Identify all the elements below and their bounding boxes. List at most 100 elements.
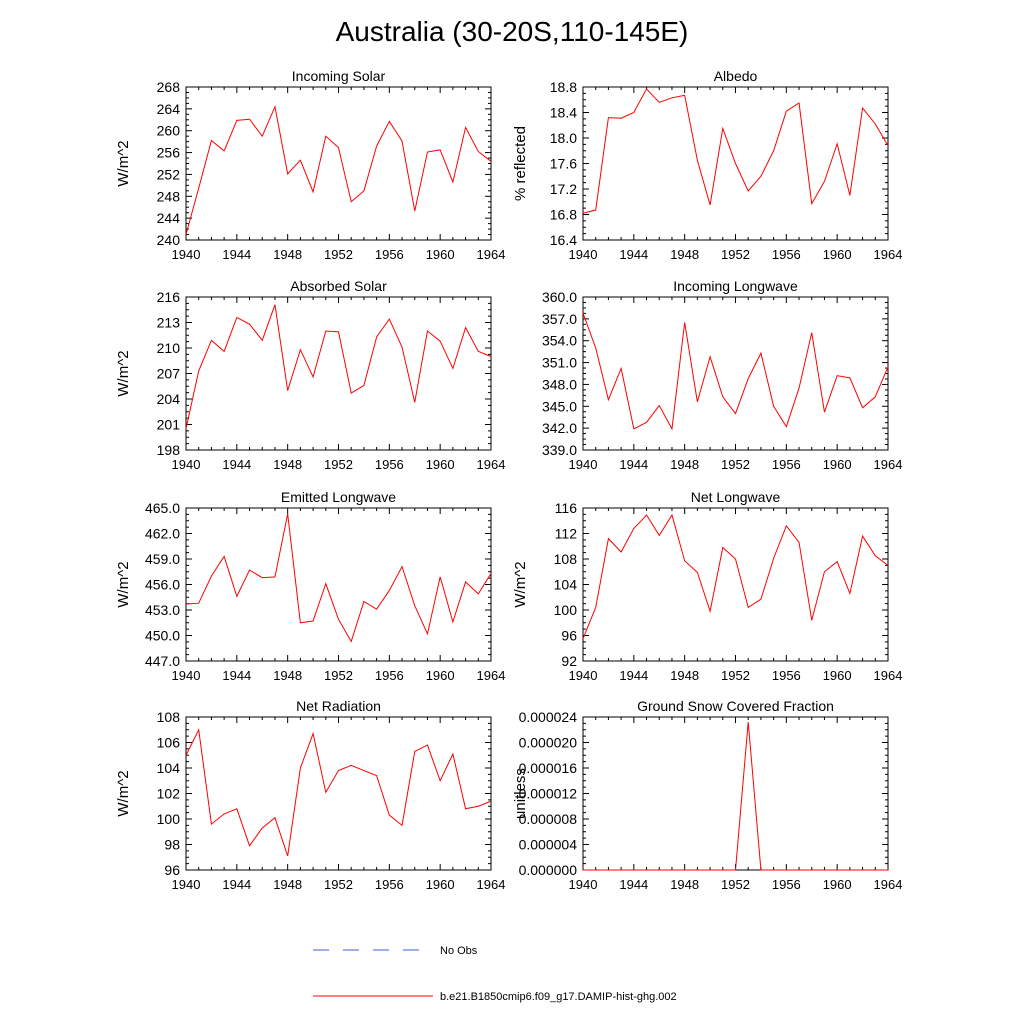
y-tick-label: 256	[157, 145, 181, 161]
y-tick-label: 0.000016	[519, 760, 578, 776]
y-tick-label: 459.0	[145, 551, 180, 567]
y-tick-label: 0.000008	[519, 811, 578, 827]
x-tick-label: 1940	[569, 877, 598, 892]
panel-title: Ground Snow Covered Fraction	[637, 698, 834, 714]
y-tick-label: 18.4	[550, 105, 577, 121]
x-tick-label: 1948	[273, 457, 302, 472]
y-tick-label: 462.0	[145, 526, 180, 542]
y-tick-label: 0.000004	[519, 837, 578, 853]
x-tick-label: 1960	[823, 877, 852, 892]
x-tick-label: 1956	[375, 668, 404, 683]
x-tick-label: 1952	[324, 457, 353, 472]
x-tick-label: 1948	[670, 877, 699, 892]
y-tick-label: 18.8	[550, 79, 577, 95]
chart-panel-4: Incoming Longwave 1940 1944 1948 1952 1956 196…	[542, 278, 903, 472]
panel-title: Emitted Longwave	[281, 489, 396, 505]
chart-panel-6: Net Longwave W/m^2 1940 1944 1948 1952 1956 196…	[512, 489, 902, 683]
x-tick-label: 1956	[772, 668, 801, 683]
y-tick-label: 465.0	[145, 500, 180, 516]
x-tick-label: 1960	[823, 457, 852, 472]
y-tick-label: 342.0	[542, 420, 577, 436]
y-tick-label: 456.0	[145, 577, 180, 593]
y-tick-label: 339.0	[542, 442, 577, 458]
y-tick-label: 92	[561, 653, 577, 669]
x-tick-label: 1944	[222, 877, 251, 892]
y-tick-label: 106	[157, 735, 181, 751]
x-tick-label: 1952	[721, 877, 750, 892]
series-line	[583, 722, 888, 871]
plot-frame	[582, 716, 889, 871]
x-tick-label: 1940	[569, 247, 598, 262]
panel-title: Incoming Longwave	[673, 278, 798, 294]
plot-frame	[185, 716, 492, 871]
x-tick-label: 1964	[477, 877, 506, 892]
y-tick-label: 0.000000	[519, 862, 578, 878]
y-axis-label: W/m^2	[115, 350, 132, 396]
y-tick-label: 0.000012	[519, 786, 578, 802]
y-tick-label: 108	[554, 551, 578, 567]
x-tick-label: 1960	[823, 668, 852, 683]
x-tick-label: 1960	[426, 247, 455, 262]
y-tick-label: 453.0	[145, 602, 180, 618]
chart-panel-1: Incoming Solar W/m^2 1940 1944 1948 1952 1956 1…	[115, 68, 505, 262]
x-tick-label: 1964	[874, 247, 903, 262]
y-tick-label: 116	[555, 500, 578, 516]
y-tick-label: 16.4	[550, 232, 577, 248]
y-tick-label: 264	[157, 101, 181, 117]
y-tick-label: 104	[157, 760, 181, 776]
panel-title: Net Longwave	[691, 489, 781, 505]
x-tick-label: 1944	[222, 247, 251, 262]
y-tick-label: 240	[157, 232, 181, 248]
panel-title: Net Radiation	[296, 698, 381, 714]
y-axis-label: unitless	[512, 768, 529, 819]
legend: No Obs b.e21.B1850cmip6.f09_g17.DAMIP-his…	[313, 945, 677, 1003]
x-tick-label: 1944	[619, 877, 648, 892]
x-tick-label: 1948	[670, 247, 699, 262]
panels-container: Incoming Solar W/m^2 1940 1944 1948 1952 1956 1…	[115, 68, 902, 892]
x-tick-label: 1944	[619, 247, 648, 262]
y-tick-label: 216	[157, 289, 181, 305]
chart-panel-3: Absorbed Solar W/m^2 1940 1944 1948 1952 1956 1…	[115, 278, 505, 472]
y-tick-label: 0.000020	[519, 735, 578, 751]
legend-label: No Obs	[440, 945, 478, 957]
series-line	[582, 88, 889, 214]
x-tick-label: 1964	[477, 247, 506, 262]
series-line	[185, 513, 492, 643]
y-tick-label: 210	[157, 340, 181, 356]
y-tick-label: 100	[157, 811, 181, 827]
y-tick-label: 213	[157, 315, 181, 331]
x-tick-label: 1964	[477, 668, 506, 683]
x-tick-label: 1940	[172, 877, 201, 892]
x-tick-label: 1952	[324, 877, 353, 892]
x-tick-label: 1948	[273, 668, 302, 683]
x-tick-label: 1956	[772, 457, 801, 472]
x-tick-label: 1940	[172, 247, 201, 262]
panel-title: Absorbed Solar	[290, 278, 387, 294]
y-tick-label: 100	[554, 602, 578, 618]
y-tick-label: 96	[561, 628, 577, 644]
y-axis-label: W/m^2	[115, 140, 132, 186]
plot-frame	[185, 296, 492, 451]
series-line	[185, 104, 492, 235]
y-tick-label: 17.2	[550, 181, 577, 197]
y-tick-label: 357.0	[542, 311, 577, 327]
x-tick-label: 1952	[721, 247, 750, 262]
legend-label: b.e21.B1850cmip6.f09_g17.DAMIP-hist-ghg.…	[440, 991, 677, 1003]
x-tick-label: 1944	[619, 668, 648, 683]
y-tick-label: 354.0	[542, 333, 577, 349]
y-tick-label: 96	[164, 862, 180, 878]
y-tick-label: 268	[157, 79, 181, 95]
plot-frame	[582, 507, 889, 662]
y-tick-label: 447.0	[145, 653, 180, 669]
panel-title: Incoming Solar	[292, 68, 386, 84]
chart-panel-7: Net Radiation W/m^2 1940 1944 1948 1952 1956 19…	[115, 698, 505, 892]
x-tick-label: 1960	[426, 668, 455, 683]
x-tick-label: 1956	[375, 457, 404, 472]
chart-panel-5: Emitted Longwave W/m^2 1940 1944 1948 1952 195…	[115, 489, 505, 683]
y-tick-label: 248	[157, 188, 181, 204]
x-tick-label: 1956	[772, 247, 801, 262]
y-tick-label: 17.6	[550, 156, 577, 172]
y-tick-label: 244	[157, 210, 181, 226]
y-axis-label: W/m^2	[115, 561, 132, 607]
